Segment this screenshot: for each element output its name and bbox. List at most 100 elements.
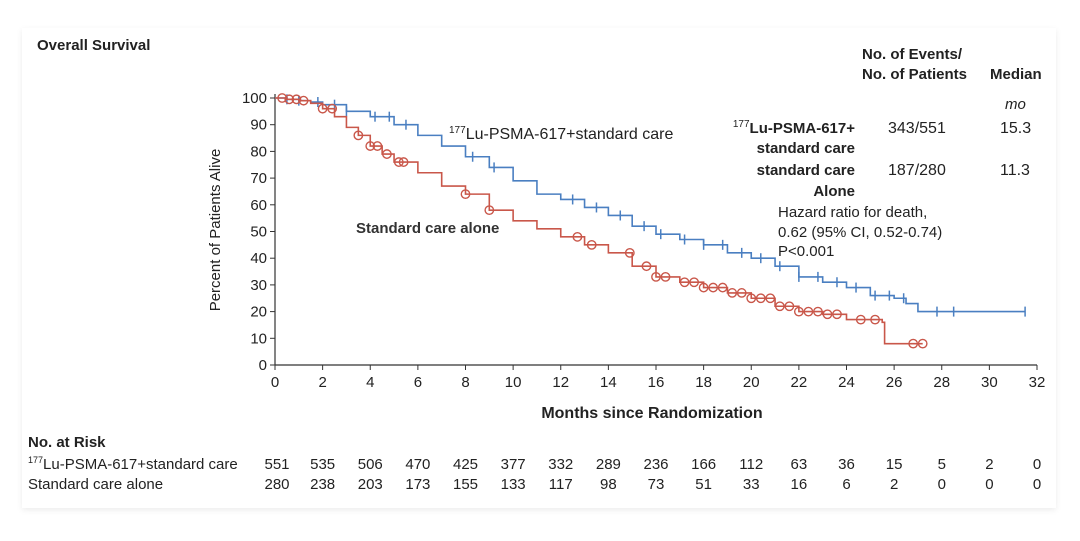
censor-circle: [460, 189, 471, 200]
y-tick-label: 40: [250, 250, 267, 267]
censor-circle: [327, 103, 338, 114]
at-risk-value: 73: [648, 476, 665, 493]
y-axis-label: Percent of Patients Alive: [207, 149, 224, 312]
table-row-lu-events: 343/551: [888, 120, 946, 137]
censor-circle: [572, 231, 583, 242]
at-risk-value: 112: [739, 456, 763, 473]
censor-circle: [855, 314, 866, 325]
x-tick-label: 6: [414, 374, 422, 391]
survival-curve: [275, 97, 923, 345]
x-tick-label: 28: [933, 374, 950, 391]
at-risk-value: 238: [310, 476, 335, 493]
x-tick-label: 20: [743, 374, 760, 391]
at-risk-value: 36: [838, 456, 855, 473]
table-row-lu-name-1: 177Lu-PSMA-617+: [733, 119, 855, 137]
at-risk-row-lu-sup: 177: [28, 455, 43, 465]
at-risk-value: 33: [743, 476, 760, 493]
at-risk-value: 173: [405, 476, 430, 493]
censor-circle: [774, 301, 785, 312]
at-risk-value: 0: [938, 476, 946, 493]
table-row-lu-sup: 177: [733, 119, 750, 130]
at-risk-value: 15: [886, 456, 903, 473]
censor-circle: [689, 277, 699, 288]
censor-circle: [765, 293, 776, 304]
table-row-lu-median: 15.3: [1000, 120, 1031, 137]
at-risk-value: 98: [600, 476, 617, 493]
hazard-line-1: Hazard ratio for death,: [778, 204, 927, 221]
table-header-events-2: No. of Patients: [862, 66, 967, 83]
table-header-events-1: No. of Events/: [862, 46, 963, 63]
censor-circle: [277, 93, 288, 103]
censor-circle: [393, 157, 404, 167]
x-tick-label: 0: [271, 374, 279, 391]
table-row-std-events: 187/280: [888, 162, 946, 179]
at-risk-value: 506: [358, 456, 383, 473]
at-risk-value: 133: [501, 476, 526, 493]
series-label-standard: Standard care alone: [356, 220, 499, 237]
hazard-line-3: P<0.001: [778, 243, 834, 260]
censor-circle: [822, 309, 833, 320]
censor-circle: [908, 338, 919, 349]
censor-circle: [651, 271, 661, 282]
x-tick-label: 30: [981, 374, 998, 391]
at-risk-value: 203: [358, 476, 383, 493]
at-risk-values: 551 535 506 470 425 377 332 289 236 166 112 63 36 15 5…: [264, 456, 1041, 493]
at-risk-value: 0: [1033, 456, 1041, 473]
censor-circle: [641, 261, 652, 272]
censor-circle: [755, 293, 766, 304]
chart-title: Overall Survival: [37, 37, 150, 54]
at-risk-value: 0: [1033, 476, 1041, 493]
series-label-lu-psma: 177Lu-PSMA-617+standard care: [449, 125, 673, 143]
at-risk-value: 166: [691, 456, 716, 473]
hazard-line-2: 0.62 (95% CI, 0.52-0.74): [778, 224, 942, 241]
censor-circle: [679, 277, 690, 288]
censor-circle: [382, 149, 392, 159]
censor-circle: [660, 271, 671, 282]
at-risk-value: 470: [405, 456, 430, 473]
at-risk-value: 6: [842, 476, 850, 493]
x-tick-label: 14: [600, 374, 617, 391]
censor-circle: [917, 338, 928, 349]
y-tick-label: 10: [250, 330, 267, 347]
at-risk-value: 16: [791, 476, 808, 493]
at-risk-value: 289: [596, 456, 621, 473]
x-tick-label: 12: [552, 374, 569, 391]
x-tick-label: 22: [791, 374, 808, 391]
at-risk-value: 63: [791, 456, 808, 473]
at-risk-value: 5: [938, 456, 946, 473]
censor-circle: [284, 94, 295, 105]
censor-circle: [736, 288, 747, 298]
censor-circle: [317, 103, 328, 114]
x-tick-label: 16: [648, 374, 665, 391]
at-risk-value: 51: [695, 476, 712, 493]
censor-circle: [708, 282, 719, 293]
at-risk-value: 551: [264, 456, 289, 473]
series-label-sup: 177: [449, 125, 466, 136]
table-header-median: Median: [990, 66, 1042, 83]
table-row-std-median: 11.3: [1000, 162, 1030, 179]
at-risk-value: 2: [890, 476, 898, 493]
censor-circle: [746, 293, 757, 304]
series-label-main: Lu-PSMA-617+standard care: [466, 126, 674, 143]
at-risk-row-std-label: Standard care alone: [28, 476, 163, 493]
censor-circle: [586, 239, 597, 250]
at-risk-value: 155: [453, 476, 478, 493]
at-risk-title: No. at Risk: [28, 434, 106, 451]
censor-circle: [624, 247, 635, 258]
at-risk-value: 280: [264, 476, 289, 493]
at-risk-value: 332: [548, 456, 573, 473]
table-row-std-name-2: Alone: [813, 183, 855, 200]
y-tick-label: 100: [242, 90, 267, 107]
x-tick-label: 8: [461, 374, 469, 391]
at-risk-value: 117: [549, 476, 573, 493]
table-row-lu-name-2: standard care: [757, 140, 855, 157]
y-tick-label: 20: [250, 304, 267, 321]
at-risk-row-lu-label: 177Lu-PSMA-617+standard care: [28, 455, 238, 473]
x-tick-label: 2: [318, 374, 326, 391]
censor-circle: [398, 157, 409, 167]
censor-circle: [717, 282, 728, 293]
censor-circle: [698, 282, 709, 293]
censor-circle: [298, 95, 309, 106]
